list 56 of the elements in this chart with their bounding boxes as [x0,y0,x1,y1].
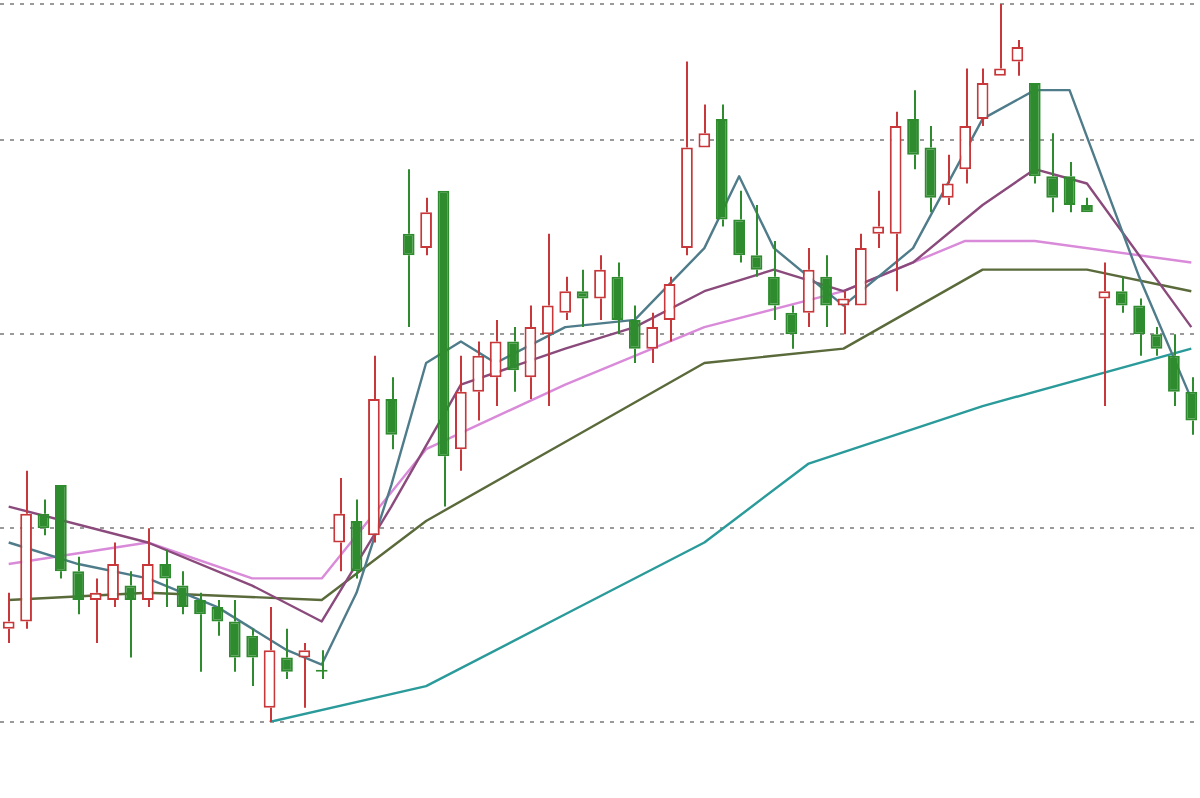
candlestick [889,110,902,293]
candlestick [524,304,537,400]
candlestick [1046,132,1059,214]
candlestick [368,354,380,544]
candlestick [89,577,102,645]
candlestick [507,326,519,393]
candlestick [437,190,450,508]
candlestick [246,627,259,688]
candlestick [1098,261,1111,408]
candlestick [107,541,119,609]
candlestick [715,103,728,228]
candlestick [228,598,241,673]
candlestick [263,606,276,723]
candlestick [1168,333,1180,408]
candlestick [402,168,415,329]
candlestick [959,67,972,185]
candlestick [837,290,850,336]
candlestick [628,304,641,364]
candlestick [855,232,867,306]
candlestick [298,642,311,709]
candlestick [994,3,1006,76]
candlestick [976,67,989,128]
candlestick [20,469,32,630]
candlestick [611,261,624,336]
candlestick [1185,376,1198,436]
candlestick [646,311,659,364]
candlestick [750,204,763,278]
candlestick [1028,82,1041,185]
candlestick [733,189,745,264]
candlestick [559,275,572,321]
candlestick [420,196,432,257]
candlestick [681,60,693,257]
candlestick [333,476,345,573]
candlestick [820,254,832,329]
candlestick [802,247,815,329]
candlestick [2,591,15,645]
candlestick [907,89,919,171]
candlestick [1133,297,1145,357]
candlestick [768,239,780,321]
candlestick [663,275,676,343]
candlestick [1150,326,1163,357]
candlestick [472,340,485,422]
candlestick [872,189,885,250]
candlestick [385,376,398,451]
candlestick [1063,160,1076,214]
candlestick [489,318,502,408]
candlestick [350,498,363,580]
candlestick [541,232,554,408]
candlestick [72,555,85,616]
candlestick [594,254,606,321]
candlestick [141,527,154,609]
candlestick [785,304,798,350]
candlestick [455,354,467,472]
candlestick [1081,196,1093,213]
candlestick [924,125,937,214]
candlestick [55,485,67,580]
